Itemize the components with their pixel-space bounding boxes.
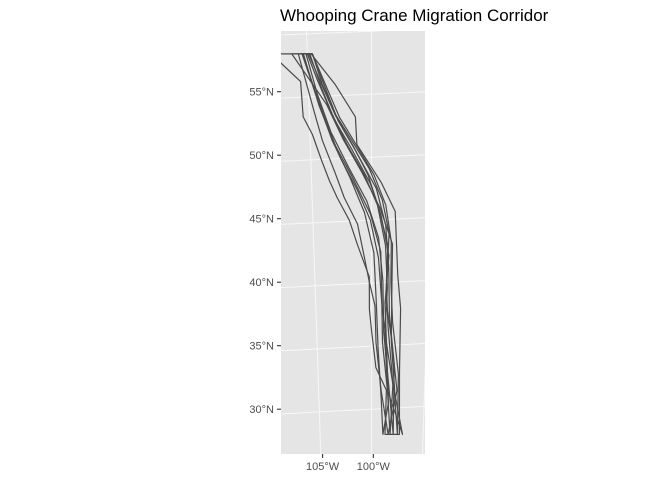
latitude-gridline	[281, 217, 425, 225]
latitude-gridline	[281, 342, 425, 352]
lat-tick-label: 50°N	[249, 150, 274, 162]
map-title: Whooping Crane Migration Corridor	[280, 6, 549, 25]
lon-tick-label: 100°W	[357, 461, 391, 473]
latitude-gridline	[281, 91, 425, 99]
corridor-polygon-3	[301, 53, 399, 435]
corridor-polygon-2	[297, 53, 398, 435]
longitude-gridline	[305, 31, 322, 454]
panel-background	[281, 31, 425, 454]
corridor-polygon-1	[281, 53, 402, 435]
lat-tick-label: 40°N	[249, 277, 274, 289]
longitude-gridline	[240, 6, 272, 472]
latitude-gridline	[221, 467, 472, 480]
lat-tick-label: 55°N	[249, 87, 274, 99]
longitude-gridline	[421, 363, 425, 454]
latitude-axis: 55°N 50°N 45°N 40°N 35°N 30°N	[249, 87, 281, 416]
latitude-gridline	[281, 405, 425, 415]
longitude-axis: 105°W 100°W	[306, 454, 390, 473]
lat-tick-label: 30°N	[249, 404, 274, 416]
graticule	[221, 6, 472, 480]
latitude-gridline	[281, 280, 425, 289]
map-panel	[281, 31, 425, 454]
latitude-gridline	[281, 31, 388, 36]
corridor-polygon-7	[301, 53, 390, 435]
corridor-paths	[281, 53, 404, 435]
corridor-polygon-6	[305, 53, 395, 435]
lat-tick-label: 35°N	[249, 341, 274, 353]
lon-tick-label: 105°W	[306, 461, 340, 473]
lat-tick-label: 45°N	[249, 214, 274, 226]
